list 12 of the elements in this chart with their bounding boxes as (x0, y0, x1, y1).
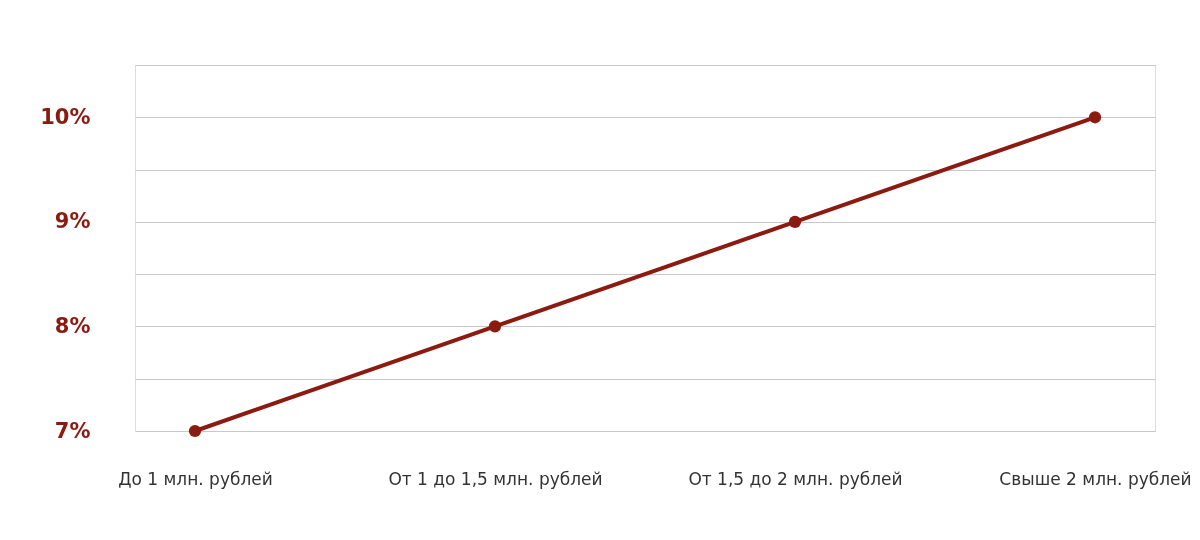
x-tick-label: От 1 до 1,5 млн. рублей (388, 468, 603, 489)
y-tick-label: 8% (54, 313, 91, 338)
point (488, 320, 502, 333)
y-tick-label: 9% (54, 209, 91, 234)
y-tick-label: 10% (40, 104, 91, 129)
point (788, 215, 802, 228)
point (1088, 111, 1102, 124)
x-tick-label: От 1,5 до 2 млн. рублей (688, 468, 903, 489)
y-tick-label: 7% (54, 418, 91, 443)
x-tick-label: До 1 млн. рублей (118, 468, 273, 489)
point (188, 424, 202, 438)
x-tick-label: Свыше 2 млн. рублей (999, 468, 1192, 489)
